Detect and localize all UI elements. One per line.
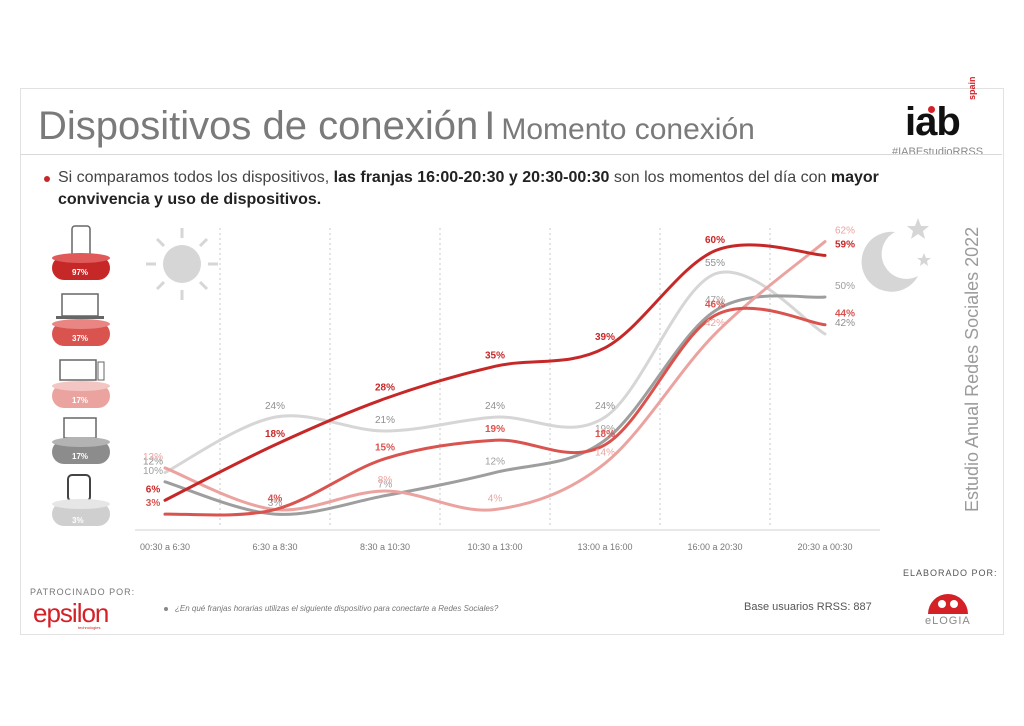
elogia-logo-icon: [928, 594, 968, 614]
sponsor-label: PATROCINADO POR:: [30, 587, 136, 597]
data-label: 35%: [485, 350, 505, 361]
series-line-2: [163, 240, 827, 512]
device-watch-pct: 3%: [72, 516, 84, 525]
question-bullet-icon: [164, 607, 168, 611]
data-label: 10%: [143, 466, 163, 477]
series-line-3: [163, 294, 827, 516]
data-label: 24%: [485, 401, 505, 412]
data-label: 59%: [835, 239, 855, 250]
data-label: 39%: [595, 332, 615, 343]
device-watch: [52, 474, 110, 526]
data-label: 21%: [375, 415, 395, 426]
summary-part2: son los momentos del día con: [609, 169, 831, 186]
survey-question: ¿En qué franjas horarias utilizas el sig…: [175, 604, 499, 613]
x-tick-label: 6:30 a 8:30: [252, 542, 297, 552]
epsilon-logo: epsilon: [33, 598, 109, 628]
data-label: 44%: [835, 309, 855, 320]
series-line-4: [163, 270, 827, 475]
device-smarttv-pct: 17%: [72, 396, 89, 405]
summary-bold2: mayor convivencia y uso de dispositivos.: [58, 169, 879, 208]
bullet-dot-icon: [44, 176, 50, 182]
data-label: 42%: [705, 318, 725, 329]
data-label: 18%: [595, 429, 615, 440]
data-label: 4%: [268, 494, 283, 505]
data-label: 42%: [835, 318, 855, 329]
data-label: 46%: [705, 299, 725, 310]
device-pc-pct: 37%: [72, 334, 89, 343]
summary-part1: Si comparamos todos los dispositivos,: [58, 169, 334, 186]
slide-frame: [20, 88, 1004, 635]
title-main: Dispositivos de conexión: [38, 104, 479, 148]
series-line-1: [163, 306, 827, 517]
data-label: 3%: [268, 498, 283, 509]
device-tablet: [52, 417, 110, 464]
data-label: 12%: [485, 457, 505, 468]
data-label: 15%: [375, 443, 395, 454]
data-label: 19%: [485, 424, 505, 435]
device-tablet-pct: 17%: [72, 452, 89, 461]
data-label: 55%: [705, 258, 725, 269]
elogia-logo: eLOGIA: [925, 615, 971, 627]
hashtag: #IABEstudioRRSS: [892, 146, 984, 158]
device-mobile-pct: 97%: [72, 268, 89, 277]
device-pc: [52, 293, 110, 346]
x-tick-label: 13:00 a 16:00: [577, 542, 632, 552]
page-title: Dispositivos de conexión I Momento conexió…: [38, 104, 755, 149]
data-label: 28%: [375, 383, 395, 394]
data-label: 47%: [705, 295, 725, 306]
made-by-label: ELABORADO POR:: [903, 568, 998, 578]
data-label: 13%: [143, 452, 163, 463]
device-legend: [52, 225, 110, 526]
series-line-0: [163, 243, 827, 502]
data-label: 62%: [835, 226, 855, 237]
base-note: Base usuarios RRSS: 887: [744, 601, 872, 613]
title-divider: [20, 154, 1002, 155]
x-tick-label: 8:30 a 10:30: [360, 542, 410, 552]
data-label: 19%: [595, 424, 615, 435]
summary-text: Si comparamos todos los dispositivos, la…: [40, 167, 890, 211]
data-label: 4%: [268, 494, 283, 505]
data-label: 14%: [595, 447, 615, 458]
moon-icon: [861, 218, 931, 292]
summary-bold1: las franjas 16:00-20:30 y 20:30-00:30: [333, 169, 610, 186]
data-label: 60%: [705, 235, 725, 246]
data-label: 3%: [146, 498, 161, 509]
sun-icon: [146, 228, 218, 300]
title-sub: Momento conexión: [501, 113, 755, 146]
x-tick-label: 20:30 a 00:30: [797, 542, 852, 552]
device-mobile: [52, 225, 110, 280]
title-separator: I: [484, 104, 496, 148]
x-tick-label: 16:00 a 20:30: [687, 542, 742, 552]
data-label: 6%: [146, 484, 161, 495]
data-label: 50%: [835, 281, 855, 292]
data-label: 24%: [595, 401, 615, 412]
epsilon-logo-sub: technologies: [78, 625, 101, 630]
x-tick-label: 10:30 a 13:00: [467, 542, 522, 552]
data-label: 24%: [265, 401, 285, 412]
iab-logo-dot: [928, 106, 935, 113]
data-label: 18%: [265, 429, 285, 440]
device-smarttv: [52, 359, 110, 408]
data-label: 4%: [488, 494, 503, 505]
data-label: 8%: [378, 475, 393, 486]
data-label: 7%: [378, 480, 393, 491]
data-label: 12%: [143, 457, 163, 468]
x-tick-label: 00:30 a 6:30: [140, 542, 190, 552]
